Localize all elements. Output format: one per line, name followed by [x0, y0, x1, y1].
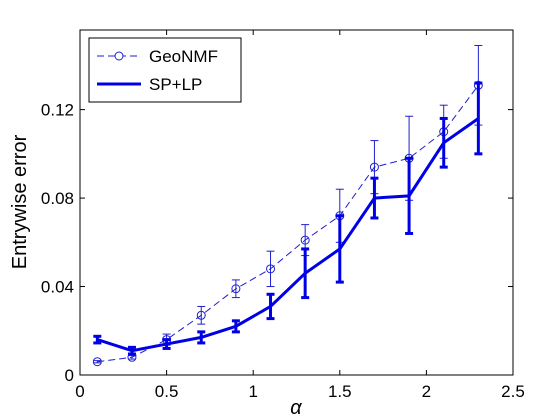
legend-label: GeoNMF	[149, 47, 218, 66]
legend-marker	[114, 51, 124, 61]
data-point	[369, 162, 379, 172]
x-tick-label: 2	[422, 382, 431, 401]
x-tick-label: 0	[75, 382, 84, 401]
legend-box	[88, 37, 242, 103]
series-sp-lp	[93, 81, 483, 356]
x-tick-label: 1	[248, 382, 257, 401]
y-tick-label: 0	[65, 366, 74, 385]
x-tick-label: 0.5	[155, 382, 179, 401]
data-point	[266, 264, 276, 274]
data-point	[196, 310, 206, 320]
y-axis-label: Entrywise error	[9, 134, 31, 269]
y-tick-label: 0.04	[41, 278, 74, 297]
y-tick-label: 0.08	[41, 189, 74, 208]
y-tick-label: 0.12	[41, 101, 74, 120]
series-line	[96, 117, 480, 353]
data-point	[300, 235, 310, 245]
legend-label: SP+LP	[149, 75, 202, 94]
x-tick-label: 1.5	[328, 382, 352, 401]
x-axis-label: α	[290, 397, 302, 419]
series-line	[97, 84, 479, 363]
x-tick-label: 2.5	[501, 382, 525, 401]
data-point	[231, 284, 241, 294]
data-point	[92, 357, 102, 367]
